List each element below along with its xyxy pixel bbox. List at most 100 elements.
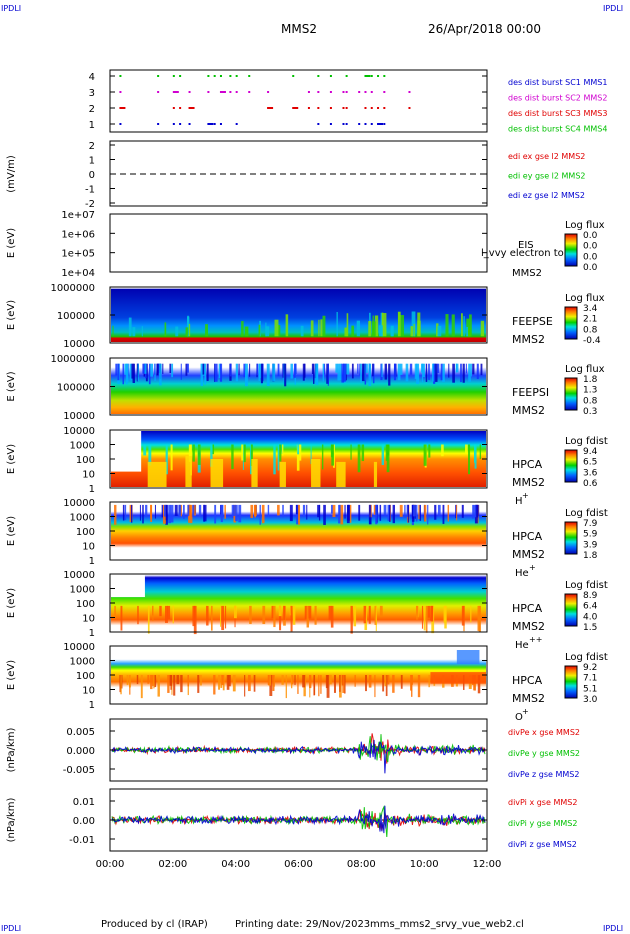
feepsi-data-strip	[428, 363, 430, 380]
divpi-ytick: 0.00	[73, 816, 95, 827]
hpca_o-data-strip	[343, 675, 346, 694]
hpca_o-data-strip	[176, 675, 180, 685]
burst-mark	[358, 123, 361, 125]
hpca_o-colorbar	[564, 665, 578, 699]
hpca_he1-data-strip	[442, 504, 445, 524]
hpca_o-data-strip	[354, 675, 356, 687]
hpca_h-data-strip	[243, 444, 246, 463]
hpca_h-spacecraft: MMS2	[512, 476, 545, 489]
hpca_he1-data-strip	[295, 504, 298, 515]
hpca_o-data-strip	[222, 675, 225, 691]
hpca_o-data-strip	[342, 675, 345, 693]
feepse-data-strip	[451, 314, 455, 337]
hpca_he1-data-strip	[154, 504, 156, 519]
hpca_h-data-strip	[474, 444, 476, 463]
hpca_he1-data-strip	[233, 504, 236, 517]
hpca_he1-data-strip	[142, 504, 144, 524]
hpca_he1-data-strip	[323, 504, 326, 525]
hpca_he1-data-strip	[231, 504, 234, 518]
hpca_h-colorbar	[564, 449, 578, 483]
hpca_o-ylabel: E (eV)	[6, 660, 17, 690]
hpca_o-data-strip	[291, 675, 293, 689]
burst-mark	[364, 91, 367, 93]
x-tick-06:00: 06:00	[284, 859, 313, 870]
hpca_h-data-strip	[231, 444, 234, 470]
feepse-data-strip	[322, 315, 326, 337]
feepsi-data-strip	[115, 363, 118, 376]
hpca_o-data-strip	[140, 675, 143, 699]
eis-ytick: 1e+06	[61, 229, 95, 240]
hpca_o-data-strip	[218, 675, 221, 690]
hpca_o-data-strip	[294, 675, 296, 685]
burst-mark	[383, 75, 386, 77]
feepse-data-strip	[187, 316, 190, 337]
eis-colorbar-tick: 0.0	[583, 231, 598, 241]
hpca_he1-data-strip	[406, 504, 409, 517]
burst-mark	[408, 91, 411, 93]
hpca_he1-data-strip	[168, 504, 171, 524]
burst-mark	[207, 91, 210, 93]
burst-mark	[317, 75, 320, 77]
feepsi-data-strip	[460, 363, 462, 383]
hpca_o-data-strip	[228, 675, 231, 687]
hpca_o-ytick: 1000	[70, 657, 95, 668]
feepsi-data-strip	[381, 363, 383, 378]
divpe-legend-1: divPe x gse MMS2	[508, 728, 580, 737]
feepsi-data-strip	[311, 363, 314, 375]
feepse-data-strip	[445, 314, 449, 337]
hpca_he2-ytick: 1	[89, 628, 95, 639]
feepse-data-strip	[400, 315, 405, 337]
hpca_he2-data-strip	[290, 605, 293, 632]
feepse-data-strip	[374, 315, 379, 337]
hpca_h-data-gap	[185, 456, 192, 487]
hpca_he1-data-strip	[373, 504, 376, 515]
hpca_h-data-strip	[465, 444, 468, 455]
hpca_o-data-strip	[313, 675, 315, 696]
hpca_h-colorbar-tick: 3.6	[583, 468, 598, 478]
edi-ytick: -1	[85, 185, 95, 196]
feepse-ytick: 100000	[57, 311, 95, 322]
feepsi-data-strip	[244, 363, 248, 387]
feepse-data-strip	[188, 323, 191, 337]
burst-mark	[408, 107, 411, 109]
hpca_he1-data-strip	[204, 504, 207, 522]
feepsi-data-strip	[243, 363, 246, 378]
burst-mark	[370, 107, 373, 109]
hpca_he1-data-strip	[474, 504, 478, 524]
hpca_he2-data-strip	[279, 605, 282, 631]
burst-panel-frame	[109, 69, 488, 133]
hpca_h-instrument: HPCA	[512, 458, 543, 471]
hpca_he2-data-strip	[114, 605, 116, 618]
burst-mark	[188, 107, 195, 109]
feepse-data-strip	[411, 311, 416, 337]
hpca_h-species: H	[515, 496, 523, 507]
hpca_he2-data-strip	[375, 605, 377, 632]
feepse-data-strip	[164, 322, 167, 337]
feepse-data-strip	[318, 319, 320, 337]
feepsi-data-strip	[260, 363, 263, 384]
feepsi-data-strip	[162, 363, 164, 374]
corner-label-top-right: IPDLI	[603, 4, 624, 13]
hpca_o-data-strip	[318, 675, 320, 697]
hpca_he2-data-strip	[278, 605, 282, 617]
hpca_h-ytick: 1	[89, 484, 95, 495]
edi-ytick: 1	[89, 156, 95, 167]
hpca_h-data-strip	[423, 444, 427, 466]
hpca_o-late-signal	[430, 672, 486, 684]
feepse-data-strip	[310, 320, 314, 337]
eis-ylabel: E (eV)	[6, 228, 17, 258]
hpca_he2-data-strip	[273, 605, 276, 628]
burst-mark	[377, 123, 384, 125]
burst-mark	[317, 91, 320, 93]
hpca_he1-data-strip	[261, 504, 265, 524]
feepsi-data-strip	[414, 363, 418, 379]
feepse-data-strip	[480, 320, 485, 337]
hpca_he2-colorbar	[564, 593, 578, 627]
feepsi-data-strip	[351, 363, 354, 379]
hpca_o-colorbar-tick: 9.2	[583, 663, 597, 673]
feepsi-data-strip	[154, 363, 156, 375]
burst-mark	[219, 91, 226, 93]
hpca_he1-data-strip	[447, 504, 450, 522]
hpca_he1-instrument: HPCA	[512, 530, 543, 543]
hpca_h-data-strip	[381, 444, 385, 466]
